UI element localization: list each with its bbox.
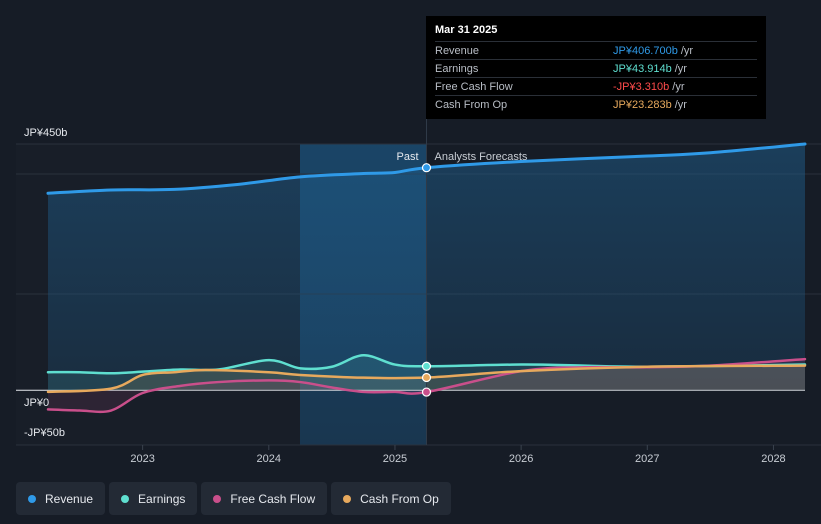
forecast-label: Analysts Forecasts bbox=[435, 151, 528, 163]
legend: Revenue Earnings Free Cash Flow Cash Fro… bbox=[16, 482, 451, 515]
marker-cash-from-op bbox=[421, 372, 432, 383]
tooltip-label: Earnings bbox=[435, 62, 479, 75]
tooltip-row-cash-from-op: Cash From Op JP¥23.283b /yr bbox=[435, 95, 757, 113]
series-line-revenue bbox=[46, 142, 807, 195]
tooltip-unit: /yr bbox=[674, 62, 687, 75]
marker-earnings bbox=[421, 361, 432, 371]
x-tick-label: 2023 bbox=[130, 453, 154, 465]
tooltip-unit: /yr bbox=[674, 98, 687, 111]
tooltip-row-earnings: Earnings JP¥43.914b /yr bbox=[435, 59, 757, 77]
x-tick-label: 2026 bbox=[509, 453, 533, 465]
y-axis: JP¥450b JP¥0 -JP¥50b bbox=[24, 127, 67, 439]
tooltip-label: Revenue bbox=[435, 44, 480, 57]
y-tick-label: JP¥0 bbox=[24, 397, 49, 409]
legend-item-cash-from-op[interactable]: Cash From Op bbox=[331, 482, 451, 515]
series-line-earnings bbox=[46, 353, 807, 375]
tooltip-label: Free Cash Flow bbox=[435, 80, 513, 93]
tooltip-row-free-cash-flow: Free Cash Flow -JP¥3.310b /yr bbox=[435, 77, 757, 95]
series-markers bbox=[421, 163, 432, 397]
legend-dot-icon bbox=[121, 494, 130, 503]
series-line-cash-from-op bbox=[46, 364, 807, 394]
tooltip: Mar 31 2025 Revenue JP¥406.700b /yr Earn… bbox=[426, 16, 766, 119]
tooltip-date: Mar 31 2025 bbox=[435, 24, 498, 36]
tooltip-label: Cash From Op bbox=[435, 98, 508, 111]
marker-revenue bbox=[421, 163, 432, 173]
tooltip-row-revenue: Revenue JP¥406.700b /yr bbox=[435, 41, 757, 59]
tooltip-value: -JP¥3.310b bbox=[613, 80, 670, 93]
legend-item-earnings[interactable]: Earnings bbox=[109, 482, 198, 515]
legend-item-revenue[interactable]: Revenue bbox=[16, 482, 106, 515]
series-lines bbox=[46, 142, 807, 414]
y-tick-label: JP¥450b bbox=[24, 127, 67, 139]
x-axis: 2023 2024 2025 2026 2027 2028 bbox=[130, 445, 786, 465]
x-tick-label: 2024 bbox=[257, 453, 281, 465]
tooltip-value: JP¥406.700b bbox=[613, 44, 678, 57]
tooltip-value: JP¥23.283b bbox=[613, 98, 672, 111]
legend-label: Earnings bbox=[138, 491, 186, 506]
tooltip-value: JP¥43.914b bbox=[613, 62, 672, 75]
legend-label: Revenue bbox=[45, 491, 94, 506]
legend-label: Free Cash Flow bbox=[230, 491, 316, 506]
tooltip-unit: /yr bbox=[680, 44, 694, 57]
tooltip-unit: /yr bbox=[672, 80, 685, 93]
x-tick-label: 2028 bbox=[761, 453, 785, 465]
marker-free-cash-flow bbox=[421, 387, 432, 397]
legend-dot-icon bbox=[213, 494, 222, 503]
y-tick-label: -JP¥50b bbox=[24, 427, 65, 439]
legend-label: Cash From Op bbox=[360, 491, 439, 506]
past-label: Past bbox=[396, 151, 418, 163]
x-tick-label: 2027 bbox=[635, 453, 659, 465]
legend-dot-icon bbox=[343, 494, 352, 503]
legend-item-free-cash-flow[interactable]: Free Cash Flow bbox=[201, 482, 328, 515]
x-tick-label: 2025 bbox=[383, 453, 407, 465]
legend-dot-icon bbox=[28, 494, 36, 503]
series-area-free-cash-flow bbox=[48, 359, 805, 412]
